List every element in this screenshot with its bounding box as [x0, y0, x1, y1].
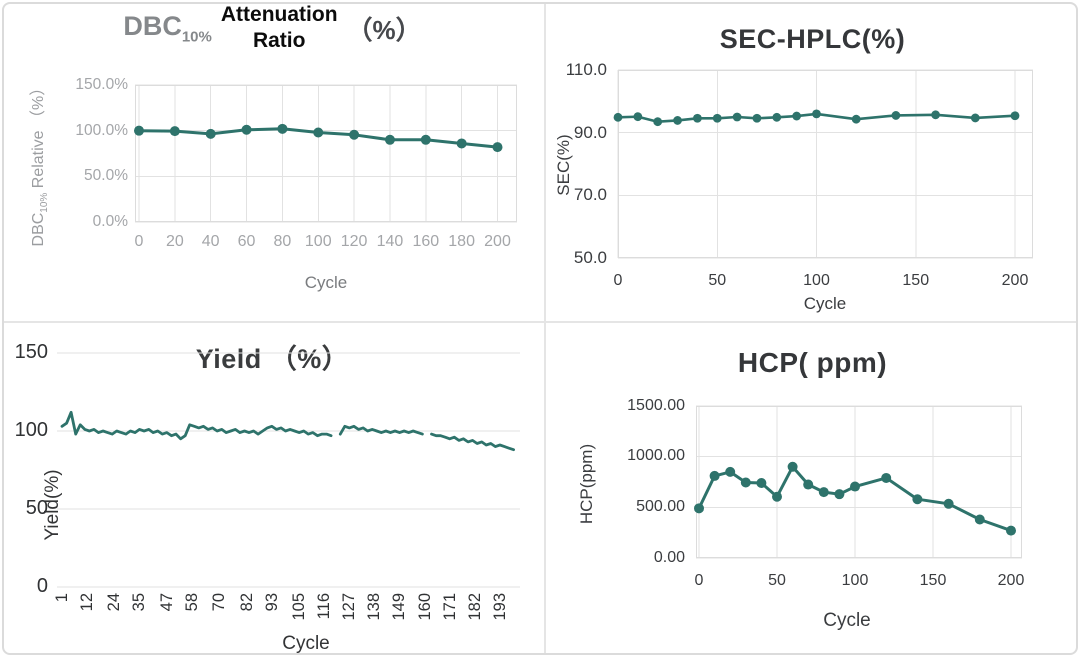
series-line: [616, 112, 1017, 124]
y-tick-label: 150: [14, 341, 48, 364]
x-tick-label: 193: [490, 593, 509, 621]
chart-hcp: HCP( ppm) HCP(ppm) Cycle 0.00 500.00 1000.…: [545, 322, 1080, 657]
x-tick-label: 0: [613, 272, 623, 289]
series-line: [697, 465, 1013, 533]
x-tick-label: 100: [803, 272, 830, 289]
y-tick-label: 1000.00: [627, 447, 685, 465]
x-tick-label: 116: [315, 593, 334, 620]
x-tick-label: 171: [440, 593, 459, 621]
x-tick-label: 0: [134, 233, 144, 250]
panel-divider-vertical: [544, 4, 546, 653]
chart-yield: Yield （%） Yield(%) Cycle 0 50 100 150 1 12 24 3…: [0, 322, 545, 657]
x-tick-label: 100: [304, 233, 332, 250]
x-tick-label: 160: [412, 233, 440, 250]
x-tick-label: 150: [902, 272, 930, 289]
x-tick-label: 40: [201, 233, 220, 250]
x-tick-label: 200: [484, 233, 511, 250]
x-tick-label: 60: [237, 233, 256, 250]
x-tick-label: 138: [365, 593, 384, 621]
x-tick-label: 127: [340, 593, 359, 621]
x-tick-label: 200: [997, 572, 1025, 589]
y-tick-label: 70.0: [573, 185, 607, 205]
x-axis-label-yield: Cycle: [282, 633, 330, 654]
y-tick-label: 500.00: [636, 498, 685, 516]
x-tick-label: 58: [182, 593, 201, 612]
y-tick-label: 100: [14, 419, 48, 442]
hcp-plot: [694, 405, 1022, 559]
x-tick-label: 120: [340, 233, 368, 250]
x-tick-label: 82: [237, 593, 256, 612]
x-tick-label: 105: [290, 593, 309, 621]
chart-title-dbc: DBC10% Attenuation Ratio （%）: [0, 2, 545, 55]
y-tick-label: 0.00: [653, 548, 685, 566]
title-overlay-attenuation-ratio: Attenuation Ratio: [220, 3, 338, 53]
chart-sec-hplc: SEC-HPLC(%) SEC(%) Cycle 50.0 70.0 90.0 110…: [545, 0, 1080, 322]
x-tick-label: 1: [52, 593, 71, 603]
y-tick-label: 50.0%: [84, 167, 128, 185]
x-tick-label: 150: [919, 572, 947, 589]
y-axis-label-dbc: DBC10% Relative （%）: [29, 79, 51, 247]
y-tick-label: 50: [25, 497, 48, 520]
gridlines: [617, 69, 1033, 259]
x-tick-label: 35: [130, 593, 149, 612]
y-tick-label: 0: [36, 575, 48, 598]
x-tick-label: 12: [78, 593, 96, 612]
chart-dbc-attenuation-ratio: DBC10% Attenuation Ratio （%） DBC10% Rela…: [0, 0, 545, 322]
y-tick-label: 0.0%: [92, 213, 128, 230]
x-tick-label: 100: [841, 572, 869, 589]
y-axis-label-hcp: HCP(ppm): [577, 443, 596, 525]
gridlines: [57, 352, 520, 588]
chart-title-hcp: HCP( ppm): [737, 347, 888, 378]
data-points: [134, 123, 503, 153]
x-tick-label: 47: [157, 593, 176, 612]
x-tick-label: 50: [768, 572, 786, 589]
title-dbc-unit: （%）: [346, 14, 422, 45]
x-tick-label: 80: [273, 233, 292, 250]
chart-title-yield: Yield （%）: [195, 344, 350, 374]
x-tick-label: 70: [210, 593, 229, 612]
x-tick-label: 149: [390, 593, 409, 621]
x-tick-label: 24: [105, 593, 124, 612]
x-tick-label: 0: [694, 572, 704, 589]
data-points: [694, 461, 1016, 536]
yield-plot: [57, 352, 520, 588]
x-tick-label: 200: [1001, 272, 1029, 289]
data-points: [613, 109, 1020, 127]
series-line: [60, 410, 516, 452]
x-tick-label: 93: [262, 593, 281, 612]
chart-title-sec-hplc: SEC-HPLC(%): [719, 24, 906, 54]
x-tick-label: 180: [448, 233, 475, 250]
x-axis-label-hcp: Cycle: [823, 610, 871, 631]
y-tick-label: 110.0: [565, 60, 607, 80]
x-tick-label: 50: [708, 272, 727, 289]
x-tick-label: 140: [376, 233, 404, 250]
y-tick-label: 100.0%: [75, 121, 128, 139]
y-tick-label: 90.0: [573, 122, 607, 142]
gridlines: [135, 84, 517, 223]
x-axis-label-dbc: Cycle: [304, 273, 348, 292]
title-dbc-prefix: DBC10%: [123, 11, 212, 46]
x-tick-label: 182: [465, 593, 484, 621]
x-axis-label-sec: Cycle: [803, 294, 847, 313]
sec-plot: [613, 69, 1033, 259]
y-tick-label: 50.0: [573, 248, 607, 268]
panel-divider-horizontal: [4, 321, 1076, 323]
y-tick-label: 150.0%: [75, 76, 128, 93]
dbc-plot: [134, 84, 517, 223]
y-axis-label-sec: SEC(%): [554, 134, 573, 196]
x-tick-label: 20: [165, 233, 184, 250]
x-tick-label: 160: [415, 593, 434, 621]
y-tick-label: 1500.00: [627, 396, 685, 414]
